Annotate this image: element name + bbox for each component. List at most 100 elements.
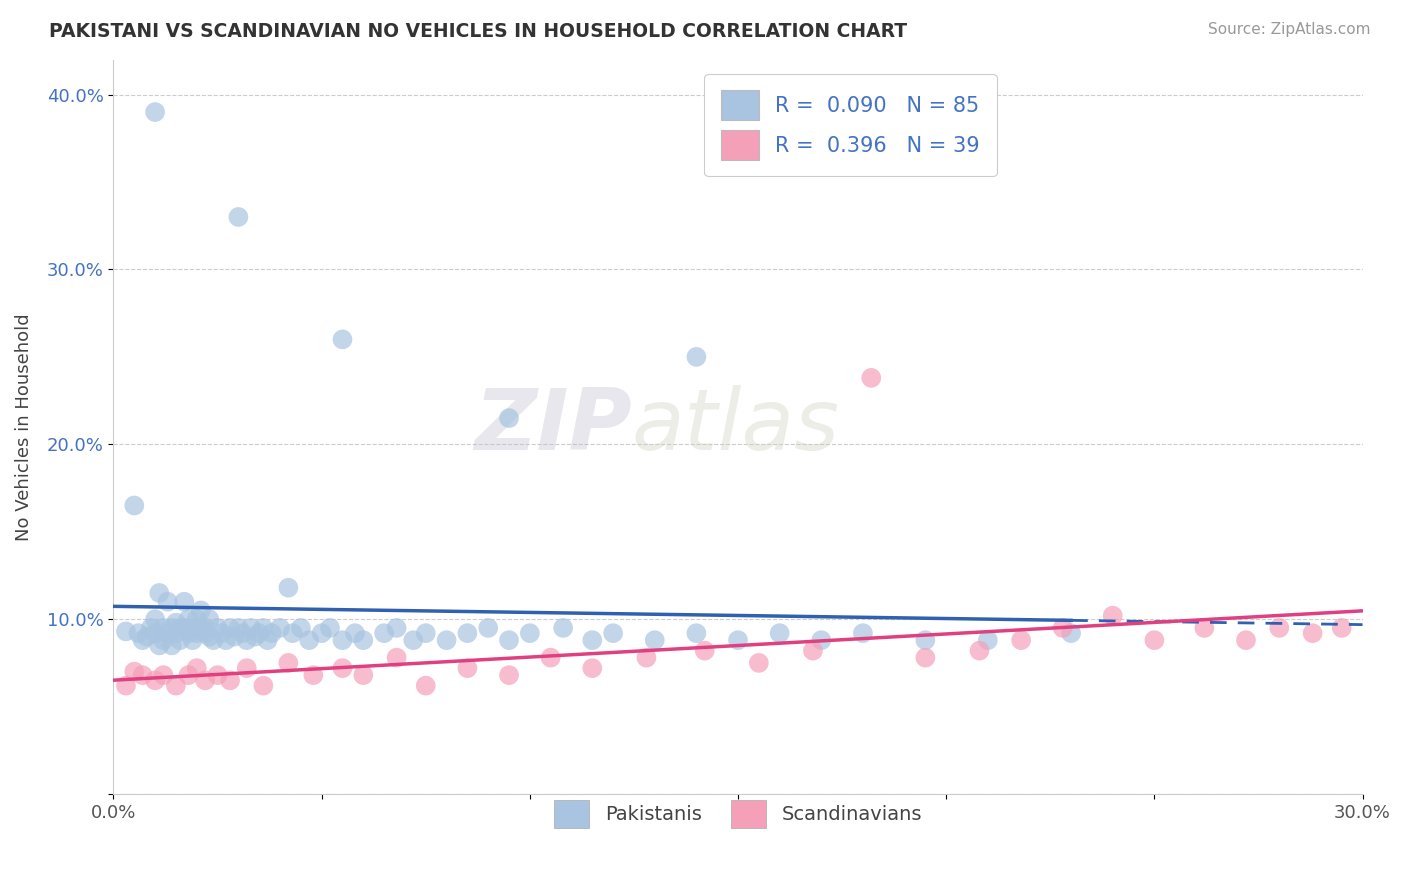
Point — [319, 621, 342, 635]
Point — [198, 612, 221, 626]
Point — [160, 621, 183, 635]
Point — [269, 621, 291, 635]
Point — [260, 626, 283, 640]
Point — [810, 633, 832, 648]
Point — [436, 633, 458, 648]
Point — [198, 630, 221, 644]
Point — [1330, 621, 1353, 635]
Point — [456, 626, 478, 640]
Point — [165, 626, 187, 640]
Point — [124, 665, 146, 679]
Point — [186, 661, 208, 675]
Point — [243, 630, 266, 644]
Point — [256, 633, 278, 648]
Point — [186, 612, 208, 626]
Point — [456, 661, 478, 675]
Point — [352, 668, 374, 682]
Point — [143, 626, 166, 640]
Point — [194, 621, 217, 635]
Point — [332, 661, 354, 675]
Point — [281, 626, 304, 640]
Point — [173, 621, 195, 635]
Text: Source: ZipAtlas.com: Source: ZipAtlas.com — [1208, 22, 1371, 37]
Point — [224, 630, 246, 644]
Point — [581, 661, 603, 675]
Point — [143, 105, 166, 120]
Point — [211, 626, 233, 640]
Point — [1234, 633, 1257, 648]
Point — [202, 633, 225, 648]
Point — [143, 612, 166, 626]
Y-axis label: No Vehicles in Household: No Vehicles in Household — [15, 313, 32, 541]
Point — [177, 668, 200, 682]
Point — [219, 621, 242, 635]
Point — [177, 612, 200, 626]
Point — [148, 639, 170, 653]
Point — [190, 603, 212, 617]
Point — [207, 621, 229, 635]
Point — [969, 643, 991, 657]
Point — [1143, 633, 1166, 648]
Point — [181, 621, 204, 635]
Point — [152, 621, 174, 635]
Point — [219, 673, 242, 688]
Point — [169, 621, 191, 635]
Point — [914, 633, 936, 648]
Point — [1268, 621, 1291, 635]
Point — [402, 633, 425, 648]
Point — [177, 626, 200, 640]
Point — [860, 371, 883, 385]
Point — [311, 626, 333, 640]
Point — [581, 633, 603, 648]
Point — [977, 633, 1000, 648]
Point — [156, 595, 179, 609]
Point — [115, 624, 138, 639]
Point — [228, 210, 250, 224]
Point — [553, 621, 575, 635]
Point — [498, 411, 520, 425]
Point — [181, 633, 204, 648]
Point — [228, 621, 250, 635]
Point — [519, 626, 541, 640]
Point — [207, 668, 229, 682]
Point — [115, 679, 138, 693]
Point — [152, 668, 174, 682]
Point — [1101, 608, 1123, 623]
Point — [540, 650, 562, 665]
Point — [644, 633, 666, 648]
Point — [498, 668, 520, 682]
Point — [143, 673, 166, 688]
Point — [636, 650, 658, 665]
Point — [186, 626, 208, 640]
Point — [727, 633, 749, 648]
Point — [165, 679, 187, 693]
Point — [914, 650, 936, 665]
Point — [602, 626, 624, 640]
Point — [152, 633, 174, 648]
Point — [173, 595, 195, 609]
Point — [302, 668, 325, 682]
Point — [685, 626, 707, 640]
Point — [252, 679, 274, 693]
Point — [343, 626, 366, 640]
Text: PAKISTANI VS SCANDINAVIAN NO VEHICLES IN HOUSEHOLD CORRELATION CHART: PAKISTANI VS SCANDINAVIAN NO VEHICLES IN… — [49, 22, 907, 41]
Point — [352, 633, 374, 648]
Point — [215, 633, 238, 648]
Point — [148, 586, 170, 600]
Point — [1052, 621, 1074, 635]
Point — [298, 633, 321, 648]
Point — [127, 626, 149, 640]
Point — [373, 626, 395, 640]
Point — [235, 633, 257, 648]
Point — [477, 621, 499, 635]
Point — [139, 621, 162, 635]
Point — [1060, 626, 1083, 640]
Point — [156, 626, 179, 640]
Point — [169, 633, 191, 648]
Point — [801, 643, 824, 657]
Point — [1302, 626, 1324, 640]
Point — [277, 581, 299, 595]
Point — [131, 633, 153, 648]
Point — [385, 650, 408, 665]
Text: atlas: atlas — [631, 385, 839, 468]
